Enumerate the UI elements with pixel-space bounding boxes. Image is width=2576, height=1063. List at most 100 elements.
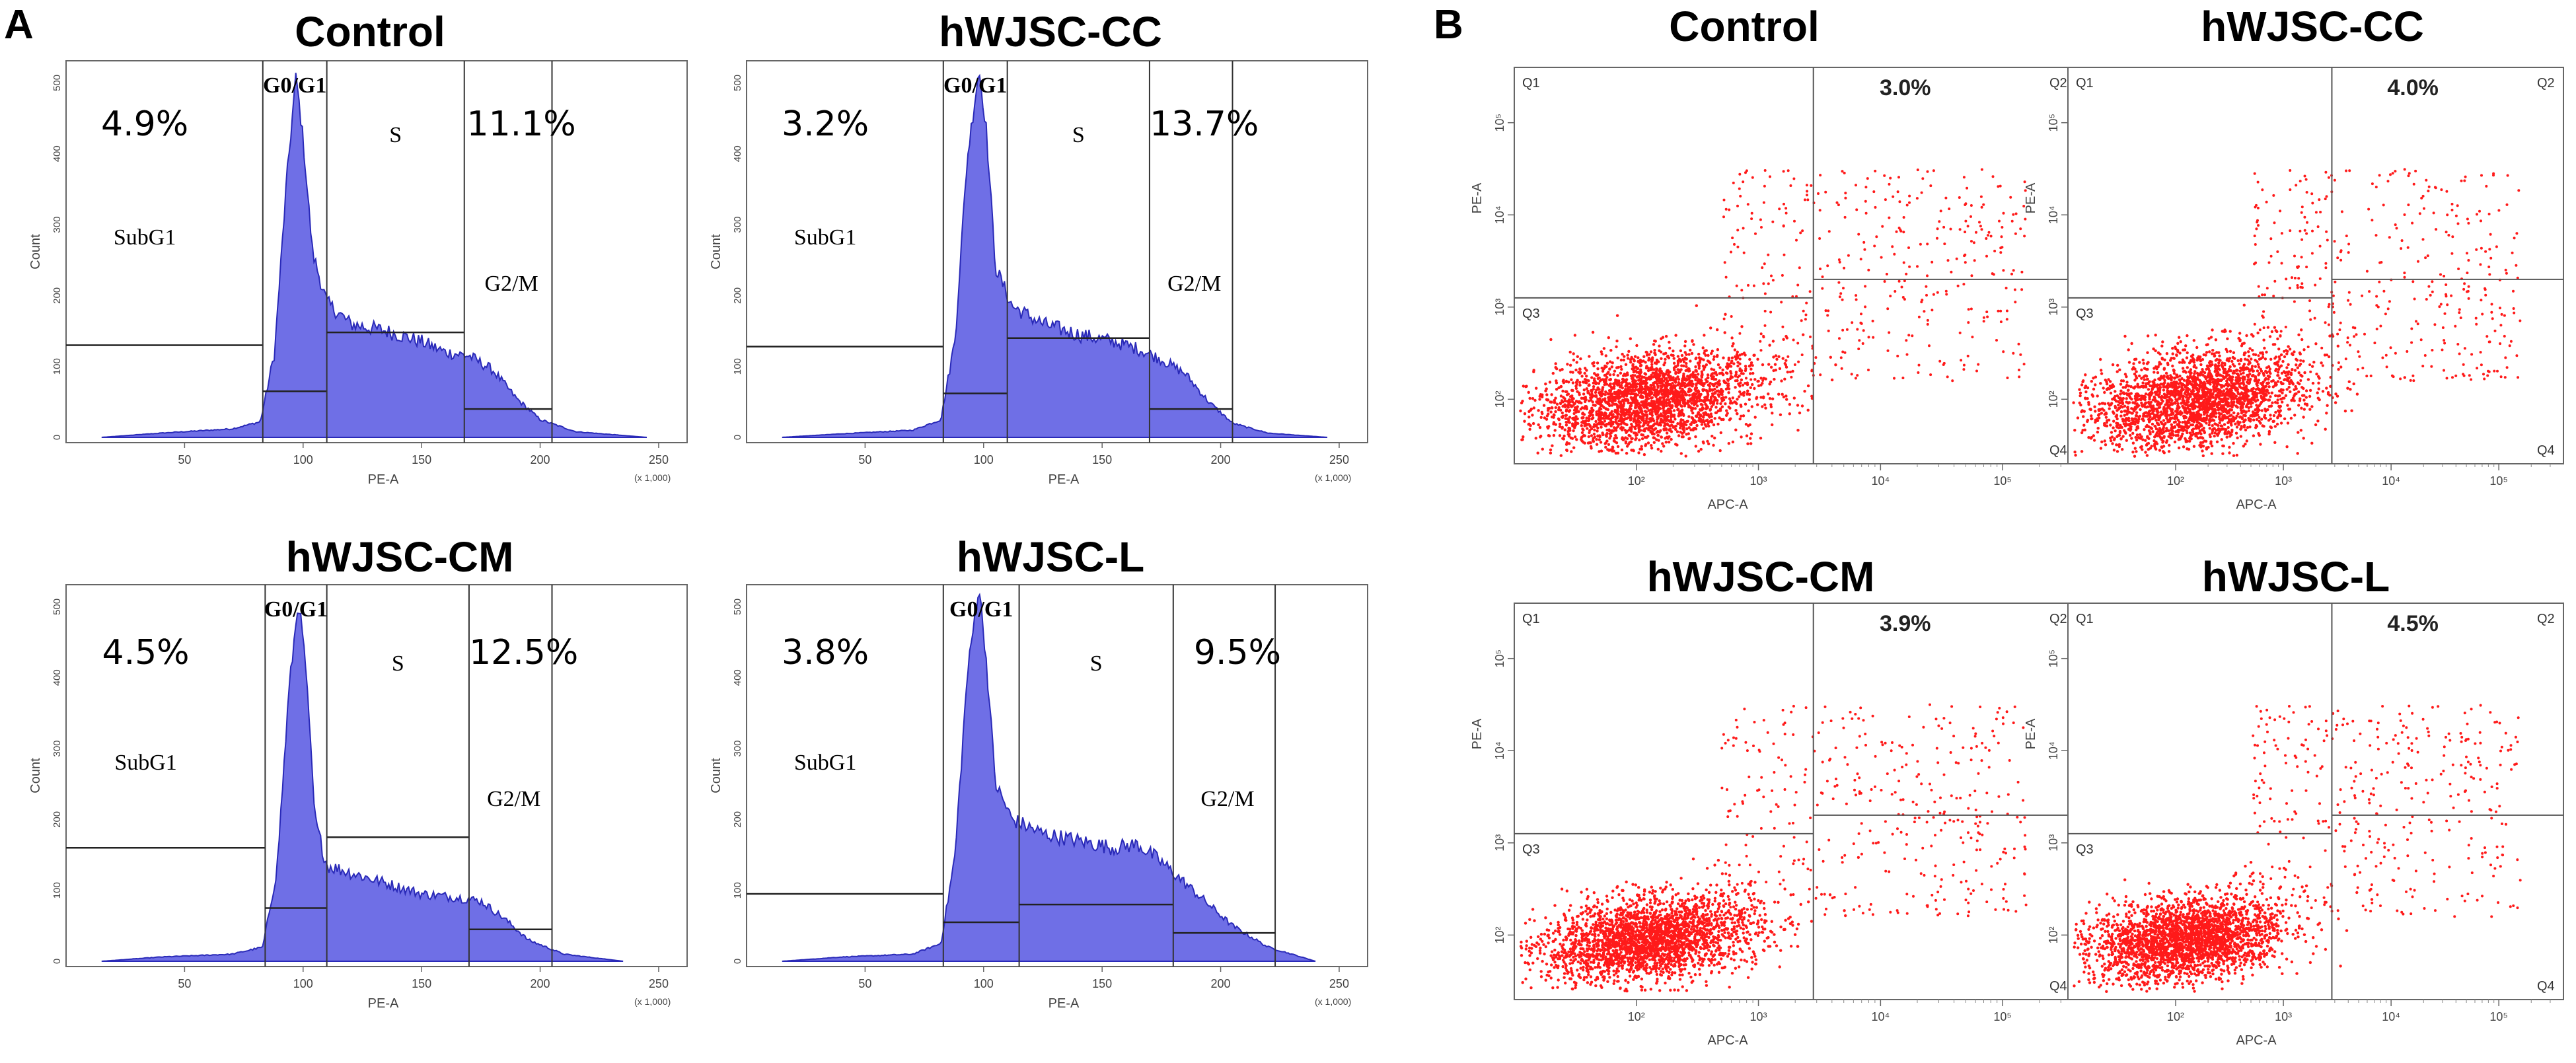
b-control-event-dot (1862, 329, 1865, 332)
b-control-event-dot (1617, 394, 1620, 398)
b-control-event-dot (1674, 424, 1677, 428)
b-control-event-dot (1759, 340, 1762, 343)
b-control-event-dot (1771, 220, 1775, 223)
b-control-event-dot (1671, 381, 1674, 385)
b-control-event-dot (1550, 406, 1554, 410)
b-cc-event-dot (2121, 448, 2124, 451)
b-control-event-dot (1695, 401, 1698, 405)
b-control-event-dot (1625, 378, 1629, 381)
b-cc-event-dot (2248, 361, 2252, 365)
b-control-event-dot (1938, 359, 1942, 363)
a-control-subg1-label: SubG1 (114, 225, 176, 250)
b-control-event-dot (1834, 363, 1837, 367)
b-control-event-dot (1860, 312, 1862, 316)
b-control-event-dot (1550, 400, 1553, 404)
b-control-event-dot (2018, 369, 2020, 371)
a-cm-g2m-label: G2/M (487, 787, 540, 811)
b-cc-event-dot (2326, 404, 2329, 407)
b-control-event-dot (1886, 307, 1890, 311)
b-control-event-dot (1814, 356, 1818, 359)
b-control-event-dot (1893, 377, 1895, 380)
b-control-event-dot (1605, 435, 1608, 438)
b-cc-event-dot (2300, 386, 2304, 389)
b-control-event-dot (1773, 377, 1776, 381)
a-control-g2m-label: G2/M (485, 272, 538, 296)
b-control-event-dot (1874, 169, 1877, 172)
b-control-event-dot (1677, 414, 1680, 418)
b-control-event-dot (1715, 389, 1719, 393)
b-control-event-dot (1554, 423, 1557, 426)
b-control-event-dot (1856, 328, 1859, 331)
b-control-event-dot (1715, 373, 1718, 377)
b-control-event-dot (1635, 371, 1638, 374)
b-cc-event-dot (2274, 394, 2277, 398)
b-cc-event-dot (2153, 371, 2156, 374)
b-control-event-dot (1720, 388, 1723, 391)
b-control-event-dot (1672, 349, 1675, 353)
b-control-event-dot (1646, 423, 1650, 427)
b-control-event-dot (1629, 402, 1633, 406)
b-cc-event-dot (2260, 418, 2263, 421)
b-control-event-dot (1767, 253, 1770, 256)
b-control-event-dot (1749, 378, 1753, 381)
b-cc-event-dot (2087, 403, 2090, 406)
b-control-event-dot (1598, 438, 1601, 441)
b-control-event-dot (1630, 422, 1633, 426)
b-control-event-dot (1648, 392, 1651, 396)
b-control-event-dot (1791, 369, 1794, 373)
b-control-event-dot (1888, 331, 1891, 334)
b-control-event-dot (1892, 195, 1895, 198)
b-control-event-dot (1759, 377, 1763, 380)
b-cc-event-dot (2324, 427, 2327, 431)
b-control-event-dot (1929, 373, 1932, 377)
b-control-event-dot (1642, 422, 1646, 425)
b-control-event-dot (1761, 379, 1765, 382)
a-cm-x-multiplier: (x 1,000) (634, 996, 671, 1007)
b-control-event-dot (1596, 373, 1600, 377)
b-control-event-dot (1839, 356, 1843, 359)
b-control-event-dot (1792, 177, 1796, 180)
b-control-event-dot (1688, 437, 1691, 440)
b-control-event-dot (1558, 434, 1562, 437)
b-control-event-dot (1740, 405, 1743, 408)
b-control-event-dot (1992, 273, 1995, 276)
b-control-event-dot (1644, 443, 1648, 446)
b-control-event-dot (1792, 338, 1795, 342)
b-cc-event-dot (2256, 331, 2260, 335)
b-control-event-dot (1586, 427, 1589, 430)
b-cc-event-dot (2263, 389, 2267, 392)
b-control-event-dot (1615, 340, 1619, 343)
b-control-event-dot (1538, 398, 1541, 401)
b-control-event-dot (1607, 443, 1611, 446)
b-control-event-dot (1759, 437, 1763, 440)
b-control-event-dot (1573, 406, 1577, 410)
b-cc-event-dot (2149, 384, 2152, 388)
b-control-event-dot (1541, 412, 1544, 416)
b-control-event-dot (1615, 409, 1619, 412)
b-control-event-dot (1971, 336, 1974, 339)
b-control-event-dot (1622, 358, 1625, 362)
b-control-event-dot (1987, 231, 1991, 234)
b-cc-event-dot (2092, 439, 2096, 442)
a-cc-subg1-percent: 3.2% (782, 104, 869, 144)
b-cc-event-dot (2350, 409, 2353, 412)
b-cc-event-dot (2316, 391, 2319, 394)
a-cc-y-tick-label: 500 (732, 75, 743, 91)
b-cc-event-dot (2274, 410, 2277, 414)
b-cc-event-dot (2171, 347, 2174, 350)
b-control-event-dot (1634, 419, 1638, 423)
b-control-event-dot (1647, 421, 1650, 424)
b-cc-event-dot (2297, 371, 2300, 375)
b-control-event-dot (2017, 342, 2020, 346)
b-cc-event-dot (2302, 398, 2306, 402)
b-control-event-dot (1606, 392, 1609, 395)
b-control-event-dot (1897, 176, 1900, 179)
b-control-event-dot (1590, 409, 1594, 412)
b-control-event-dot (1697, 416, 1701, 420)
b-cc-event-dot (2262, 425, 2265, 428)
b-control-event-dot (1697, 396, 1701, 400)
b-control-event-dot (1635, 422, 1638, 425)
b-control-event-dot (1767, 392, 1770, 396)
